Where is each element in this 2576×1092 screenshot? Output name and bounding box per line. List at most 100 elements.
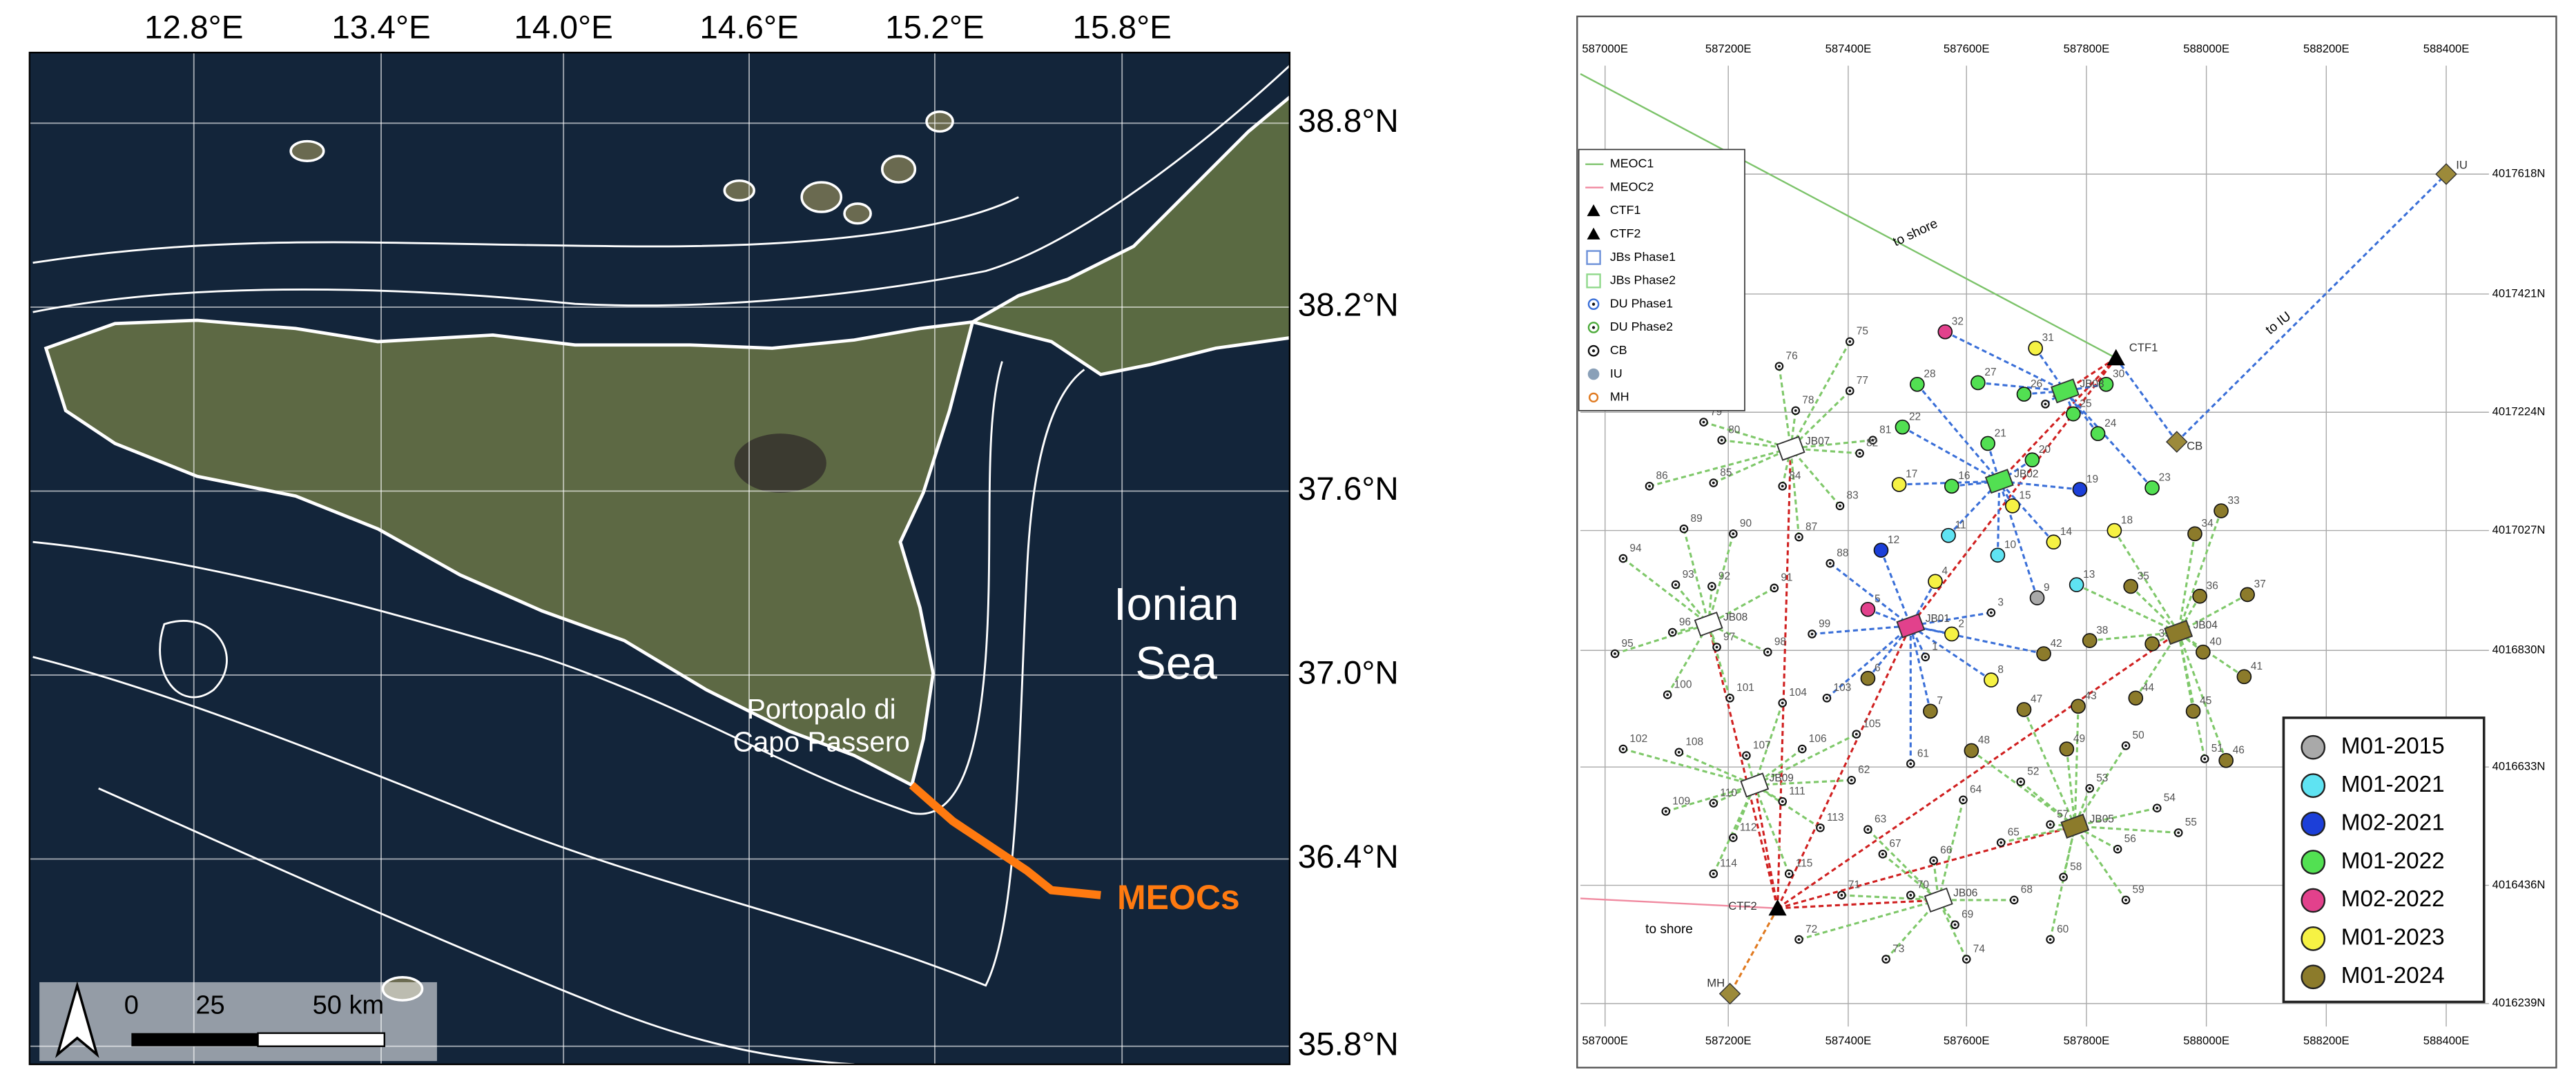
du-label: 106 [1809, 733, 1827, 745]
legend-symbol [1587, 344, 1600, 357]
du-dot [1962, 798, 1965, 801]
du-link [1970, 750, 2076, 828]
du-link [1944, 331, 2066, 392]
iu-link [2176, 173, 2448, 443]
du-label: 32 [1952, 315, 1964, 327]
etna [734, 433, 826, 493]
detection-unit [1860, 601, 1876, 617]
du-link [1998, 458, 2033, 482]
detection-unit [2144, 636, 2160, 652]
du-link [1826, 625, 1912, 699]
satellite-map [29, 52, 1290, 1064]
du-label: 33 [2228, 495, 2240, 507]
legend-marker [2301, 964, 2326, 990]
scale-label: 25 [195, 991, 224, 1020]
du-label: 18 [2121, 514, 2133, 526]
du-dot [2013, 899, 2016, 901]
detection-unit [2236, 669, 2252, 685]
easting-label: 587000E [1582, 1034, 1628, 1047]
du-label: 30 [2113, 369, 2124, 380]
detection-unit [1944, 626, 1959, 642]
du-dot [1826, 696, 1828, 700]
lon-label: 13.4°E [331, 9, 430, 46]
lon-label: 12.8°E [144, 9, 243, 46]
legend-symbol [1586, 273, 1601, 289]
northing-label: 4016633N [2492, 760, 2546, 773]
detection-unit [2144, 480, 2160, 496]
du-dot [1909, 762, 1912, 766]
easting-label: 588200E [2303, 1034, 2350, 1047]
detection-unit [1984, 672, 1999, 688]
junction-box [2060, 813, 2090, 839]
du-dot [1720, 438, 1723, 442]
du-label: 99 [1819, 618, 1830, 630]
du-label: 46 [2233, 745, 2245, 757]
detection-unit [2024, 452, 2040, 468]
du-dot [2062, 875, 2065, 879]
du-label: 22 [1909, 411, 1921, 422]
station-label: CTF2 [1728, 899, 1757, 913]
du-dot [1848, 389, 1852, 393]
du-label: 111 [1789, 786, 1805, 797]
contour [32, 361, 1003, 815]
du-label: 107 [1753, 739, 1771, 751]
detection-unit [1928, 574, 1943, 589]
du-label: 8 [1997, 664, 2004, 676]
du-link [2178, 631, 2245, 678]
detection-unit [2046, 534, 2062, 550]
du-label: 42 [2051, 638, 2062, 650]
du-link [1707, 623, 1732, 699]
du-label: 12 [1888, 534, 1899, 546]
detection-unit [1891, 477, 1907, 492]
du-link [1703, 421, 1792, 450]
lat-label: 35.8°N [1298, 1026, 1399, 1062]
du-dot [1884, 957, 1888, 961]
junction-box [1740, 772, 1770, 798]
station-label: CTF1 [2129, 341, 2158, 354]
du-label: 85 [1720, 467, 1732, 478]
island [800, 181, 843, 213]
du-label: 57 [2057, 808, 2069, 820]
du-label: 91 [1781, 572, 1792, 584]
easting-label: 587800E [2064, 42, 2110, 55]
detection-unit [2029, 590, 2045, 605]
du-link [2089, 631, 2179, 642]
du-label: 41 [2251, 661, 2263, 672]
du-dot [1648, 485, 1651, 488]
detection-unit [2214, 503, 2229, 518]
du-dot [1797, 938, 1801, 941]
easting-label: 587400E [1826, 42, 1872, 55]
du-label: 11 [1955, 520, 1966, 532]
du-link [1910, 894, 1939, 901]
detection-unit [2218, 752, 2234, 768]
du-label: 35 [2138, 570, 2149, 582]
du-link [1977, 381, 2066, 392]
meoc1 [1580, 73, 2117, 359]
legend-symbol [1591, 302, 1596, 306]
legend-symbol [1591, 349, 1596, 353]
du-dot [1990, 611, 1993, 614]
trunk [1753, 785, 1779, 909]
du-label: 113 [1827, 812, 1844, 823]
du-label: 34 [2201, 518, 2214, 529]
du-dot [1881, 852, 1884, 856]
du-label: 98 [1774, 636, 1786, 647]
detection-unit [2059, 741, 2075, 757]
du-label: 2 [1958, 618, 1964, 630]
legend-label: M01-2023 [2341, 925, 2445, 950]
legend-symbol [1591, 326, 1596, 329]
du-label: 82 [1866, 438, 1878, 449]
du-link [1753, 702, 1784, 786]
jb-label: JB06 [1953, 888, 1977, 899]
northing-label: 4016830N [2492, 643, 2546, 656]
du-label: 76 [1785, 350, 1797, 362]
du-link [1778, 366, 1792, 449]
lat-label: 38.2°N [1298, 287, 1399, 324]
du-link [1672, 623, 1709, 634]
easting-label: 588000E [2183, 1034, 2229, 1047]
detection-unit [1964, 743, 1979, 759]
annotation: to shore [1645, 922, 1693, 937]
du-link [1623, 748, 1755, 786]
trunk [1910, 357, 2117, 627]
du-dot [1801, 748, 1804, 750]
